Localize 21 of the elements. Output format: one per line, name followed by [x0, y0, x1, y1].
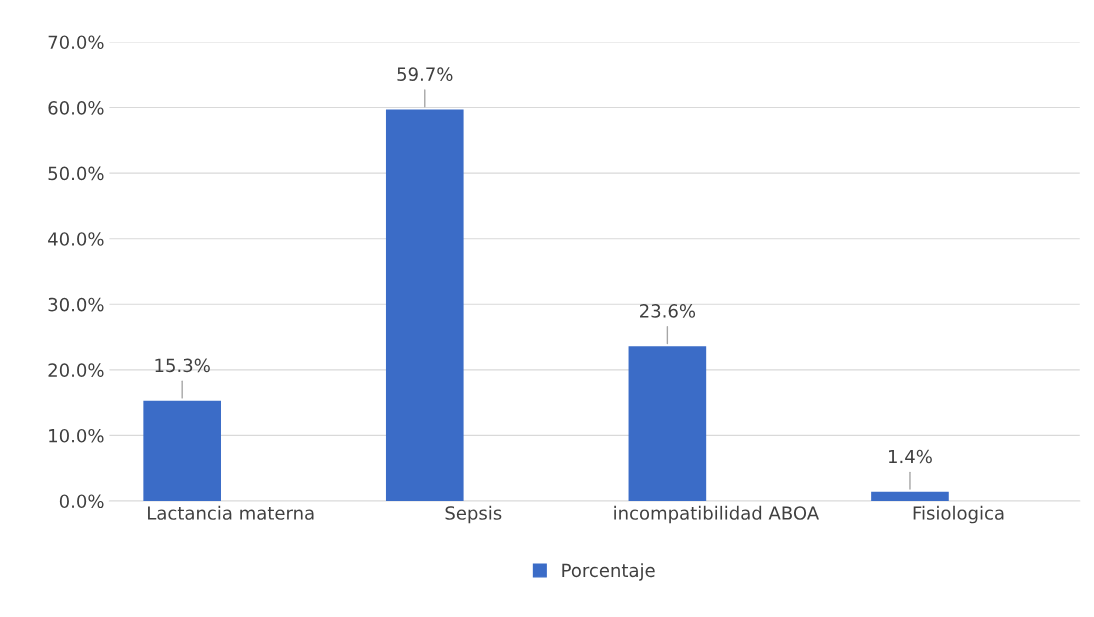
x-tick-label: incompatibilidad ABOA — [614, 505, 820, 524]
y-tick-label: 40.0% — [48, 232, 104, 246]
x-tick-label: Sepsis — [445, 505, 502, 524]
y-tick-label: 30.0% — [48, 297, 104, 312]
bar — [385, 109, 464, 501]
y-tick-label: 20.0% — [48, 363, 104, 377]
y-tick-label: 60.0% — [48, 100, 104, 115]
x-tick-label: Lactancia materna — [148, 505, 314, 520]
y-tick-label: 0.0% — [59, 494, 104, 509]
bar — [871, 491, 949, 501]
data-label: 15.3% — [155, 358, 210, 373]
y-tick-label: 50.0% — [48, 166, 104, 181]
data-label: 59.7% — [397, 67, 453, 81]
y-tick-label: 10.0% — [49, 428, 104, 443]
legend-label: Porcentaje — [562, 563, 655, 581]
x-tick-label: Fisiologica — [913, 505, 1004, 524]
bar — [143, 400, 221, 501]
data-label: 1.4% — [889, 449, 932, 464]
data-label: 23.6% — [640, 304, 696, 318]
bar — [628, 346, 707, 501]
y-tick-label: 70.0% — [48, 35, 104, 50]
